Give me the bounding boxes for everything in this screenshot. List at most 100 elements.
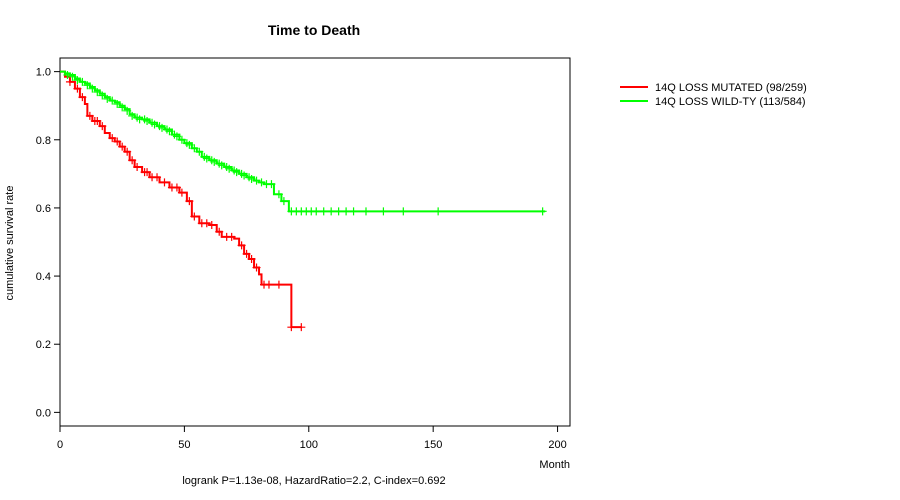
- censor-mark: [342, 207, 351, 216]
- censor-mark: [103, 94, 112, 103]
- censor-mark: [65, 77, 74, 86]
- censor-mark: [143, 168, 152, 177]
- censor-mark: [123, 106, 132, 115]
- censor-mark: [264, 280, 273, 289]
- censor-mark: [93, 88, 102, 97]
- censor-mark: [434, 207, 443, 216]
- censor-mark: [177, 135, 186, 144]
- censor-mark: [133, 163, 142, 172]
- y-tick-label: 0.8: [36, 135, 51, 147]
- censor-mark: [108, 96, 117, 105]
- censor-mark: [217, 161, 226, 170]
- censor-mark: [185, 140, 194, 149]
- censor-mark: [83, 81, 92, 90]
- x-tick-label: 150: [424, 439, 442, 451]
- censor-mark: [312, 207, 321, 216]
- censor-mark: [143, 117, 152, 126]
- censor-mark: [237, 241, 246, 250]
- censor-mark: [63, 71, 72, 80]
- y-tick-label: 0.6: [36, 203, 51, 215]
- y-tick-label: 0.4: [36, 271, 51, 283]
- censor-mark: [73, 76, 82, 85]
- censor-mark: [88, 84, 97, 93]
- censor-mark: [68, 72, 77, 81]
- censor-mark: [274, 190, 283, 199]
- censor-mark: [172, 183, 181, 192]
- censor-mark: [185, 197, 194, 206]
- survival-curves: [60, 70, 547, 332]
- censor-mark: [160, 178, 169, 187]
- x-tick-label: 0: [57, 439, 63, 451]
- censor-mark: [232, 168, 241, 177]
- y-axis-label: cumulative survival rate: [4, 186, 16, 301]
- censor-mark: [93, 117, 102, 126]
- legend-label-wildtype: 14Q LOSS WILD-TY (113/584): [655, 96, 806, 108]
- censor-mark: [85, 111, 94, 120]
- censor-mark: [379, 207, 388, 216]
- censor-mark: [153, 173, 162, 182]
- censor-mark: [113, 100, 122, 108]
- censor-mark: [113, 137, 122, 146]
- censor-mark: [225, 164, 234, 173]
- y-axis: 0.0 0.2 0.4 0.6 0.8 1.0: [36, 67, 60, 419]
- censor-mark: [98, 122, 107, 131]
- censor-mark: [108, 134, 117, 143]
- censor-mark: [274, 280, 283, 289]
- y-tick-label: 1.0: [36, 67, 51, 79]
- survival-curve-0: [60, 70, 302, 329]
- censor-mark: [349, 207, 358, 216]
- censor-mark: [128, 156, 137, 165]
- censor-mark: [210, 157, 219, 166]
- censor-mark: [252, 176, 261, 185]
- censor-mark: [118, 142, 127, 151]
- censor-mark: [177, 188, 186, 197]
- censor-mark: [98, 91, 107, 100]
- x-tick-label: 100: [300, 439, 318, 451]
- censor-mark: [207, 220, 216, 229]
- x-axis-label: Month: [539, 459, 570, 471]
- censor-mark: [227, 232, 236, 241]
- censor-mark: [267, 180, 276, 189]
- censor-mark: [319, 207, 328, 216]
- legend: 14Q LOSS MUTATED (98/259) 14Q LOSS WILD-…: [620, 82, 807, 108]
- y-tick-label: 0.2: [36, 339, 51, 351]
- x-axis: 0 50 100 150 200: [57, 426, 567, 451]
- censor-mark: [172, 132, 181, 141]
- censor-mark: [78, 77, 87, 86]
- censor-mark: [252, 263, 261, 272]
- censor-mark: [215, 227, 224, 236]
- censor-mark: [190, 212, 199, 221]
- censor-mark: [128, 111, 137, 120]
- censor-mark: [334, 207, 343, 216]
- censor-mark: [538, 207, 547, 216]
- censor-mark: [362, 207, 370, 216]
- censor-mark: [158, 123, 166, 132]
- censor-mark: [78, 93, 87, 102]
- chart-title: Time to Death: [268, 22, 360, 38]
- censor-mark: [247, 174, 256, 183]
- censor-mark: [240, 171, 249, 180]
- censor-mark: [242, 249, 251, 258]
- logrank-stats: logrank P=1.13e-08, HazardRatio=2.2, C-i…: [182, 475, 445, 487]
- censor-mark: [190, 144, 199, 153]
- censor-mark: [73, 84, 82, 93]
- censor-mark: [399, 207, 408, 216]
- censor-mark: [202, 154, 211, 163]
- censor-mark: [287, 323, 296, 332]
- legend-label-mutated: 14Q LOSS MUTATED (98/259): [655, 82, 807, 94]
- censor-mark: [279, 197, 288, 206]
- survival-curve-1: [60, 70, 546, 213]
- censor-mark: [297, 323, 306, 332]
- censor-mark: [123, 147, 132, 156]
- censor-mark: [327, 207, 336, 216]
- x-tick-label: 200: [548, 439, 566, 451]
- censor-mark: [257, 178, 266, 187]
- censor-mark: [247, 255, 256, 264]
- x-tick-label: 50: [178, 439, 190, 451]
- y-tick-label: 0.0: [36, 407, 51, 419]
- censor-mark: [165, 127, 174, 136]
- censor-mark: [150, 120, 159, 129]
- censor-mark: [118, 103, 127, 112]
- plot-frame: [59, 57, 571, 427]
